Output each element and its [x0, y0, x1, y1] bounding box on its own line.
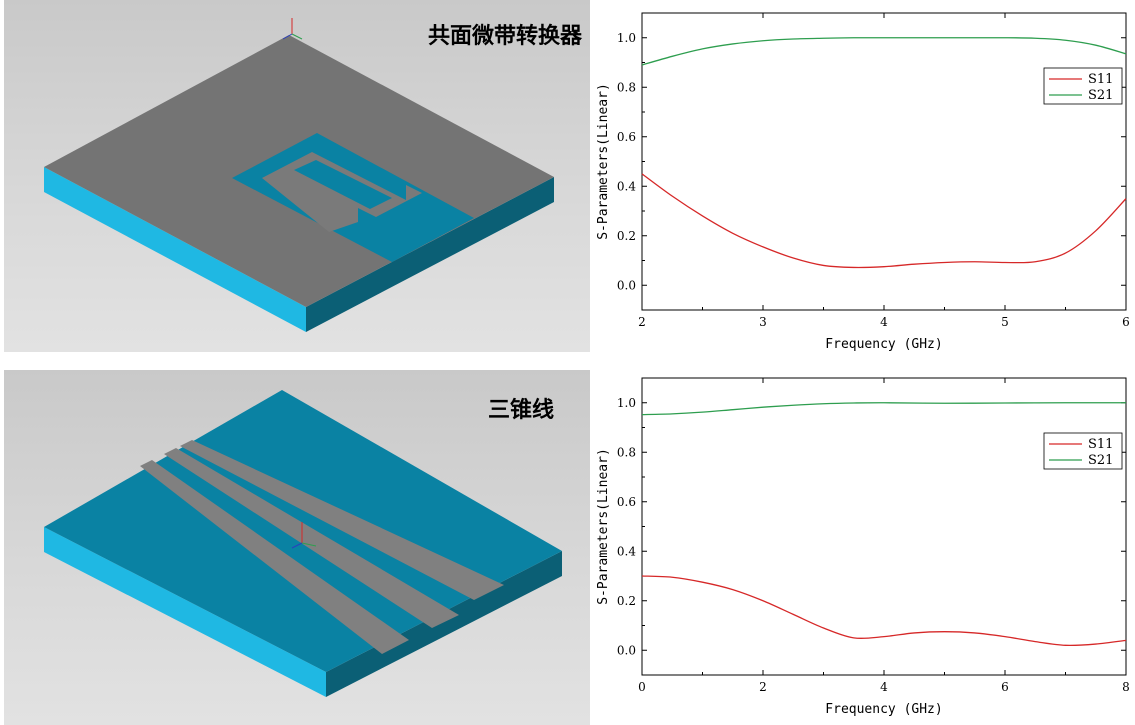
- y-tick-label: 0.2: [617, 594, 636, 608]
- model-view-coplanar-microstrip: 共面微带转换器: [4, 0, 590, 352]
- chart-svg-1: 2 3 4 5 6 0.0 0.2 0.4 0.6 0.8 1.0 Frequency (GHz) S-…: [596, 12, 1130, 352]
- tapered-line-3: [180, 440, 504, 600]
- series-line-s21: [641, 37, 1127, 66]
- axes-triad-icon: [291, 522, 317, 549]
- legend-label-s11: S11: [1088, 72, 1113, 87]
- y-tick-label: 0.4: [617, 544, 636, 558]
- tapered-line-model: [44, 390, 562, 697]
- legend-box: [1043, 432, 1123, 470]
- s-parameter-chart-2: 0 2 4 6 8 0.0 0.2 0.4 0.6 0.8 1.0 Frequency (GHz) S-…: [590, 365, 1135, 725]
- x-axis-label: Frequency (GHz): [825, 702, 942, 717]
- y-tick-label: 0.8: [617, 445, 636, 459]
- axes-triad-icon: [282, 18, 303, 40]
- cpw-gap: [294, 160, 392, 209]
- x-tick-label: 6: [1001, 680, 1009, 694]
- x-tick-label: 5: [1001, 315, 1009, 329]
- substrate-side-right: [326, 551, 562, 697]
- plot-frame: [641, 12, 1127, 311]
- legend-label-s21: S21: [1088, 453, 1113, 468]
- y-tick-label: 0.4: [617, 179, 636, 193]
- model-view-tapered-line: 三锥线: [4, 370, 590, 725]
- legend-box: [1043, 67, 1123, 105]
- y-tick-label: 0.0: [617, 278, 636, 292]
- y-tick-label: 1.0: [617, 31, 636, 45]
- y-axis-label: S-Parameters(Linear): [596, 83, 611, 240]
- substrate-side-left: [44, 167, 306, 332]
- substrate-side-right: [306, 177, 554, 332]
- x-tick-label: 8: [1122, 680, 1130, 694]
- series-line-s11: [641, 575, 1127, 647]
- y-tick-label: 0.0: [617, 643, 636, 657]
- x-tick-label: 4: [880, 680, 888, 694]
- y-axis-label: S-Parameters(Linear): [596, 448, 611, 605]
- model-title-tapered: 三锥线: [487, 398, 554, 423]
- x-tick-label: 6: [1122, 315, 1130, 329]
- model-title-coplanar: 共面微带转换器: [427, 24, 582, 49]
- plot-frame: [641, 377, 1127, 676]
- x-tick-label: 0: [638, 680, 646, 694]
- coplanar-microstrip-model: [44, 18, 554, 332]
- x-tick-label: 2: [759, 680, 767, 694]
- legend-label-s11: S11: [1088, 437, 1113, 452]
- tapered-line-2: [164, 448, 459, 628]
- tapered-line-1: [140, 460, 409, 654]
- x-tick-label: 2: [638, 315, 646, 329]
- chart-svg-2: 0 2 4 6 8 0.0 0.2 0.4 0.6 0.8 1.0 Frequency (GHz) S-…: [596, 377, 1130, 717]
- y-tick-label: 0.6: [617, 130, 636, 144]
- series-line-s11: [641, 173, 1127, 269]
- x-tick-label: 4: [880, 315, 888, 329]
- s-parameter-chart-1: 2 3 4 5 6 0.0 0.2 0.4 0.6 0.8 1.0 Frequency (GHz) S-…: [590, 0, 1135, 360]
- y-tick-label: 0.2: [617, 229, 636, 243]
- y-tick-label: 0.8: [617, 80, 636, 94]
- x-tick-label: 3: [759, 315, 767, 329]
- y-tick-label: 0.6: [617, 495, 636, 509]
- x-axis-label: Frequency (GHz): [825, 337, 942, 352]
- y-tick-label: 1.0: [617, 396, 636, 410]
- series-line-s21: [641, 402, 1127, 416]
- substrate-side-left: [44, 527, 326, 697]
- legend-label-s21: S21: [1088, 88, 1113, 103]
